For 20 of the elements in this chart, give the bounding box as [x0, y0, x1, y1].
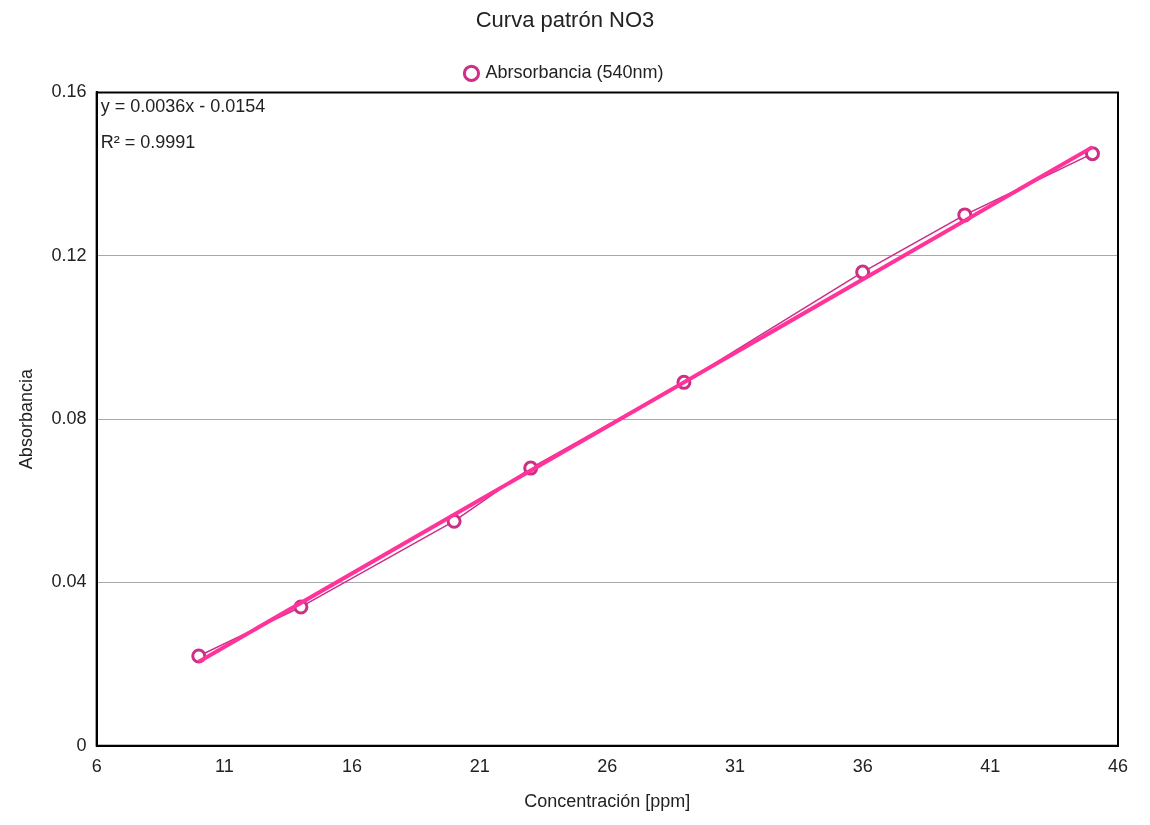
- x-tick-label: 6: [91, 755, 102, 776]
- x-tick-label: 41: [980, 755, 1001, 776]
- chart-title: Curva patrón NO3: [475, 7, 655, 33]
- x-tick-label: 26: [597, 755, 618, 776]
- y-axis-title: Absorbancia: [15, 368, 36, 470]
- x-tick-label: 16: [341, 755, 362, 776]
- x-axis-title: Concentración [ppm]: [524, 791, 691, 812]
- legend-label: Abrsorbancia (540nm): [485, 62, 664, 83]
- annotation: R² = 0.9991: [100, 132, 196, 153]
- x-tick-label: 31: [724, 755, 745, 776]
- x-tick-label: 21: [469, 755, 490, 776]
- y-tick-label: 0.16: [51, 81, 87, 102]
- x-tick-label: 11: [214, 755, 234, 776]
- y-tick-label: 0.12: [51, 244, 87, 265]
- x-tick-label: 36: [852, 755, 873, 776]
- annotation: y = 0.0036x - 0.0154: [100, 96, 266, 117]
- y-tick-label: 0.08: [51, 408, 87, 429]
- y-tick-label: 0.04: [51, 571, 87, 592]
- x-tick-label: 46: [1107, 755, 1129, 776]
- y-tick-label: 0: [76, 734, 87, 755]
